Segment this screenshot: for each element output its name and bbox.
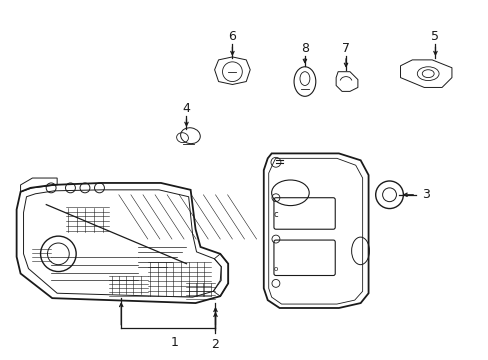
Text: o: o [273,266,278,271]
Text: 6: 6 [228,30,236,43]
Text: 2: 2 [211,338,219,351]
Text: c: c [273,210,278,219]
Text: 5: 5 [430,30,439,43]
Text: 7: 7 [341,41,349,55]
Text: 8: 8 [300,41,308,55]
Text: 1: 1 [170,336,178,349]
Text: 3: 3 [421,188,429,201]
Text: 4: 4 [182,102,190,114]
